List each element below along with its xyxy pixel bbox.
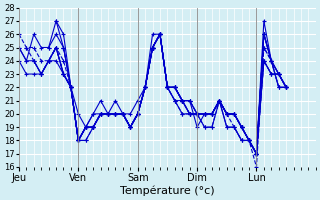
X-axis label: Température (°c): Température (°c) — [120, 185, 215, 196]
